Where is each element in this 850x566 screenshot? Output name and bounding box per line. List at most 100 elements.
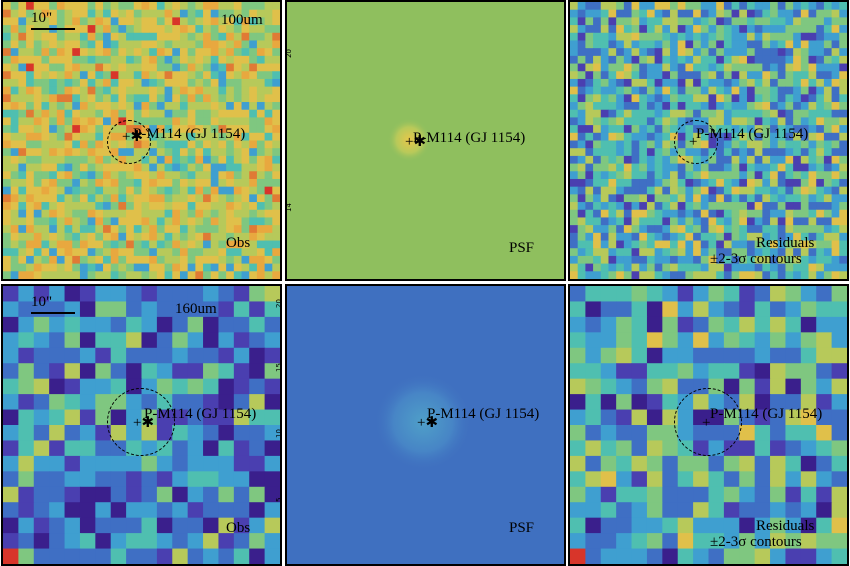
pixel (700, 40, 710, 49)
pixel (608, 240, 617, 249)
pixel (18, 109, 27, 119)
pixel (793, 2, 802, 11)
pixel (264, 271, 273, 279)
pixel (110, 332, 127, 349)
pixel (233, 94, 243, 103)
pixel (64, 263, 73, 272)
pixel (126, 232, 135, 242)
pixel (41, 32, 50, 42)
pixel (785, 316, 802, 333)
pixel (18, 548, 35, 564)
pixel (654, 63, 663, 72)
pixel (164, 9, 173, 18)
pixel (187, 502, 204, 519)
pixel (195, 125, 204, 134)
pixel (831, 209, 840, 219)
pixel (95, 55, 104, 65)
pixel (18, 301, 35, 318)
pixel (118, 202, 127, 211)
pixel (195, 55, 204, 65)
pixel (256, 155, 266, 165)
pixel (95, 140, 104, 149)
pixel (87, 248, 96, 257)
pixel (141, 25, 150, 34)
pixel (816, 209, 825, 219)
pixel (577, 178, 586, 188)
aperture-circle (107, 120, 151, 164)
pixel (218, 163, 227, 172)
pixel (831, 117, 840, 126)
pixel (577, 94, 586, 103)
pixel (126, 86, 135, 95)
pixel (800, 186, 810, 195)
pixel (133, 178, 143, 188)
pixel (777, 225, 787, 234)
pixel (241, 102, 250, 111)
pixel (677, 186, 687, 195)
pixel (241, 9, 250, 18)
pixel (754, 548, 771, 564)
pixel (570, 186, 579, 195)
pixel (110, 471, 127, 488)
pixel (210, 132, 220, 142)
pixel (203, 347, 220, 364)
pixel (677, 548, 694, 564)
pixel (723, 225, 733, 234)
pixel (249, 332, 266, 349)
pixel (585, 109, 594, 119)
pixel (203, 425, 220, 442)
pixel (103, 148, 112, 157)
pixel (241, 48, 250, 57)
pixel (693, 94, 702, 103)
pixel (41, 125, 50, 134)
pixel (600, 17, 610, 26)
pixel (708, 455, 725, 472)
pixel (26, 209, 35, 219)
pixel (723, 17, 733, 26)
pixel (264, 163, 273, 172)
pixel (95, 163, 104, 172)
pixel (79, 209, 89, 219)
pixel (816, 109, 825, 119)
pixel (226, 255, 235, 265)
pixel (95, 148, 104, 157)
pixel (103, 17, 112, 26)
pixel (249, 455, 266, 472)
pixel (210, 171, 220, 180)
pixel (816, 148, 825, 157)
pixel (800, 202, 810, 211)
pixel (616, 32, 625, 42)
pixel (187, 2, 196, 11)
pixel (593, 102, 602, 111)
pixel (770, 48, 779, 57)
pixel (172, 263, 181, 272)
pixel (570, 155, 579, 165)
pixel (41, 109, 50, 119)
pixel (708, 232, 717, 242)
pixel (95, 25, 104, 34)
pixel (56, 148, 66, 157)
pixel (785, 117, 794, 126)
pixel (739, 171, 748, 180)
pixel (631, 471, 648, 488)
pixel (149, 225, 158, 234)
pixel (203, 55, 212, 65)
pixel (831, 409, 847, 426)
pixel (18, 316, 35, 333)
pixel (118, 171, 127, 180)
pixel (256, 78, 266, 88)
pixel (677, 240, 687, 249)
axis-tick-label: 20 (285, 49, 293, 58)
pixel (816, 347, 833, 364)
pixel (762, 71, 771, 80)
pixel (218, 225, 227, 234)
pixel (72, 48, 81, 57)
pixel (631, 225, 640, 234)
pixel (700, 63, 710, 72)
pixel (631, 78, 640, 88)
pixel (95, 271, 104, 279)
pixel (156, 332, 173, 349)
pixel (831, 202, 840, 211)
pixel (693, 78, 702, 88)
pixel (56, 78, 66, 88)
